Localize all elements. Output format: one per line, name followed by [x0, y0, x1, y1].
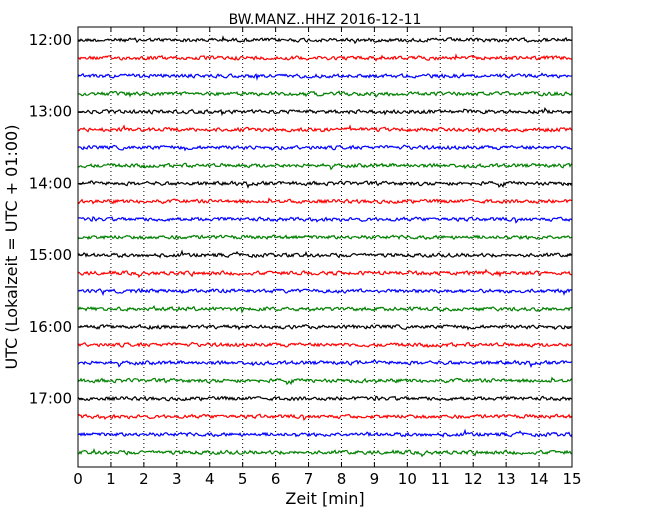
trace-13:45: [77, 162, 573, 171]
plot-area: [78, 27, 572, 467]
x-tick-label: 3: [172, 470, 182, 488]
x-tick-label: 13: [497, 470, 516, 488]
x-tick-label: 14: [530, 470, 549, 488]
x-tick-label: 2: [139, 470, 149, 488]
x-tick-label: 8: [337, 470, 347, 488]
trace-13:15: [77, 124, 573, 134]
x-axis-label: Zeit [min]: [285, 489, 364, 508]
trace-15:00: [77, 249, 573, 259]
y-tick-label: 17:00: [29, 390, 72, 408]
x-tick-label: 11: [431, 470, 450, 488]
trace-16:15: [77, 341, 573, 348]
plot-border: [77, 26, 573, 468]
trace-12:15: [77, 53, 573, 62]
trace-12:00: [77, 35, 573, 45]
trace-15:15: [77, 268, 573, 279]
trace-17:30: [77, 428, 573, 438]
trace-12:30: [77, 72, 573, 81]
y-tick-label: 14:00: [29, 174, 72, 192]
seismic-traces: [77, 35, 573, 458]
y-tick-label: 12:00: [29, 31, 72, 49]
x-tick-label: 12: [464, 470, 483, 488]
chart-title: BW.MANZ..HHZ 2016-12-11: [229, 12, 422, 28]
trace-12:45: [77, 90, 573, 98]
trace-14:45: [77, 234, 573, 241]
x-tick-label: 0: [73, 470, 83, 488]
y-tick-label: 13:00: [29, 103, 72, 121]
x-tick-label: 7: [304, 470, 314, 488]
trace-13:00: [77, 107, 573, 117]
trace-14:15: [77, 197, 573, 205]
y-tick-label: 16:00: [29, 318, 72, 336]
trace-17:00: [77, 395, 573, 402]
trace-13:30: [77, 144, 573, 152]
trace-15:45: [77, 304, 573, 314]
y-axis-ticks: 12:00 13:00 14:00 15:00 16:00 17:00: [29, 31, 572, 408]
trace-17:15: [77, 413, 573, 421]
x-tick-label: 10: [398, 470, 417, 488]
x-tick-label: 5: [238, 470, 248, 488]
x-tick-label: 4: [205, 470, 215, 488]
x-gridlines: [110, 27, 540, 467]
trace-17:45: [77, 448, 573, 458]
y-tick-label: 15:00: [29, 246, 72, 264]
x-axis-ticks: 0 1 2 3 4 5 6 7 8 9 10 11 12 13 14 15: [73, 27, 582, 488]
trace-16:00: [77, 324, 573, 331]
trace-15:30: [77, 287, 573, 297]
trace-14:30: [77, 216, 573, 224]
trace-14:00: [77, 180, 573, 189]
x-tick-label: 6: [271, 470, 281, 488]
x-tick-label: 15: [562, 470, 581, 488]
y-axis-label: UTC (Lokalzeit = UTC + 01:00): [2, 125, 21, 370]
x-tick-label: 9: [370, 470, 380, 488]
x-tick-label: 1: [106, 470, 116, 488]
trace-16:30: [77, 359, 573, 369]
trace-16:45: [77, 376, 573, 386]
